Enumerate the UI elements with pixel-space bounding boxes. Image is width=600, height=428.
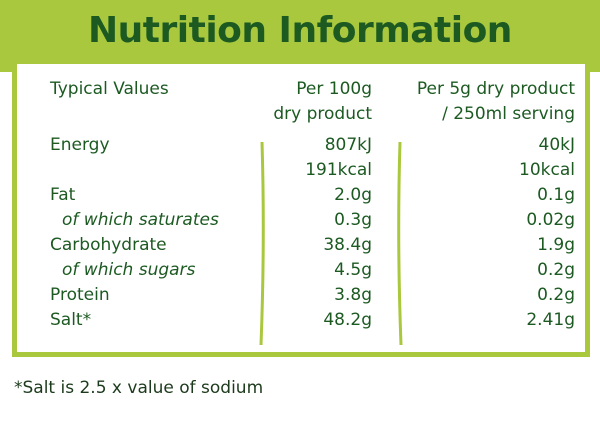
- value-per-100g: 48.2g: [323, 310, 372, 330]
- row-label: Carbohydrate: [50, 235, 167, 255]
- header-band: [0, 0, 600, 72]
- column-header: Per 100g: [296, 79, 372, 99]
- value-per-serving: 0.2g: [537, 285, 575, 305]
- title: Nutrition Information: [88, 10, 512, 51]
- value-per-serving: 10kcal: [519, 160, 575, 180]
- row-label: Fat: [50, 185, 76, 205]
- row-label: Protein: [50, 285, 110, 305]
- footnote: *Salt is 2.5 x value of sodium: [14, 378, 264, 398]
- value-per-100g: 2.0g: [334, 185, 372, 205]
- value-per-serving: 40kJ: [538, 135, 576, 155]
- value-per-100g: 0.3g: [334, 210, 372, 230]
- value-per-serving: 2.41g: [526, 310, 575, 330]
- value-per-100g: 807kJ: [324, 135, 372, 155]
- value-per-serving: 0.1g: [537, 185, 575, 205]
- column-header: dry product: [273, 104, 372, 124]
- divider: [259, 141, 265, 346]
- row-label: of which saturates: [62, 210, 219, 230]
- row-label: Energy: [50, 135, 110, 155]
- value-per-100g: 3.8g: [334, 285, 372, 305]
- value-per-100g: 4.5g: [334, 260, 372, 280]
- row-label: of which sugars: [62, 260, 196, 280]
- value-per-100g: 38.4g: [323, 235, 372, 255]
- column-header: / 250ml serving: [442, 104, 575, 124]
- value-per-serving: 0.02g: [526, 210, 575, 230]
- value-per-serving: 0.2g: [537, 260, 575, 280]
- value-per-100g: 191kcal: [305, 160, 372, 180]
- value-per-serving: 1.9g: [537, 235, 575, 255]
- row-label: Salt*: [50, 310, 92, 330]
- column-header: Per 5g dry product: [416, 79, 575, 99]
- divider: [397, 141, 403, 346]
- table-frame: [12, 64, 590, 357]
- column-header: Typical Values: [50, 79, 169, 99]
